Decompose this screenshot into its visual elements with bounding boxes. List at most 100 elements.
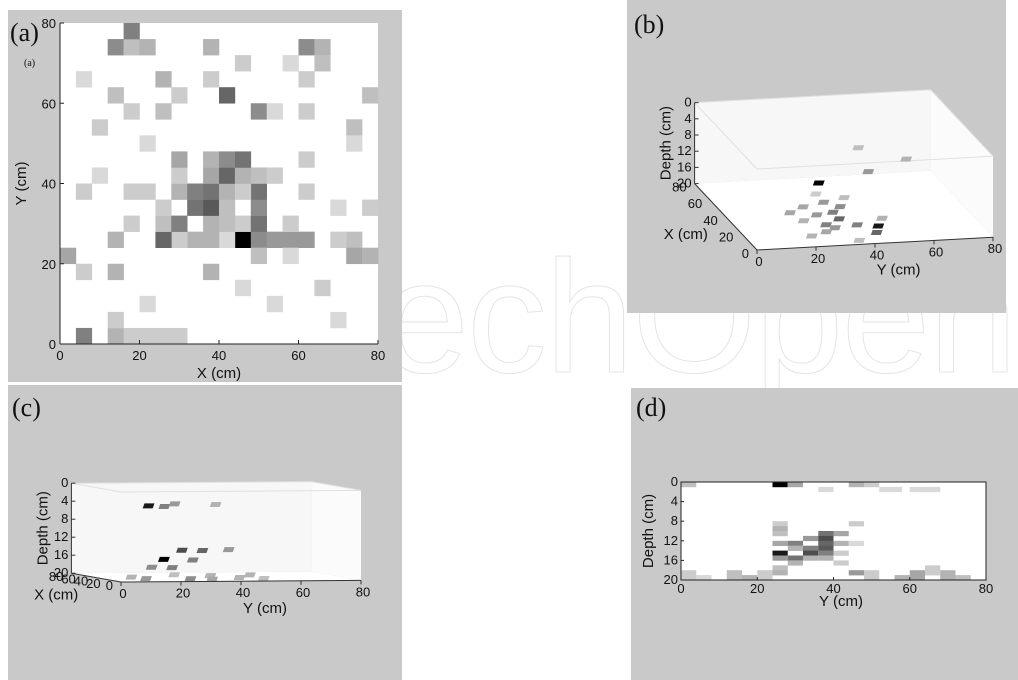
heatmap-cell-a [282,231,299,248]
heatmap-cell-d [787,540,803,546]
heatmap-cell-a [107,311,124,329]
heatmap-cell-a [107,327,124,345]
voxel-b [805,233,818,239]
y-axis-label-a: Y (cm) [13,162,30,206]
heatmap-cell-d [818,535,834,542]
heatmap-cell-a [282,55,299,72]
x-tick-label-b: 0 [742,246,749,261]
heatmap-cell-a [123,183,140,200]
heatmap-cell-a [171,215,188,232]
voxel-c [157,556,170,562]
heatmap-cell-a [203,151,220,168]
heatmap-cell-d [818,550,834,556]
heatmap-cell-d [757,570,773,581]
heatmap-cell-d [894,575,910,581]
panel-a-small-label: (a) [24,58,36,69]
voxel-c [158,503,171,509]
y-tick-label-c: 20 [176,586,190,601]
y-tick-label-a: 40 [42,177,56,192]
y-tick-label-a: 0 [49,337,56,352]
heatmap-cell-a [219,167,236,184]
heatmap-cell-d [803,545,819,551]
voxel-b [809,191,822,197]
heatmap-cell-d [742,575,758,581]
heatmap-cell-a [187,199,204,216]
heatmap-cell-a [60,247,77,265]
heatmap-cell-a [91,167,108,184]
heatmap-cell-d [787,555,803,561]
heatmap-cell-d [787,482,803,488]
heatmap-cell-a [330,199,347,216]
heatmap-cell-a [187,183,204,200]
heatmap-cell-a [139,327,156,345]
heatmap-cell-a [219,215,236,232]
heatmap-cell-d [848,482,864,488]
voxel-b [900,156,913,162]
z-tick-label-b: 0 [684,95,691,110]
x-tick-label-a: 0 [56,348,63,363]
heatmap-cell-a [282,215,299,232]
heatmap-cell-a [155,231,172,248]
heatmap-cell-a [314,279,331,297]
heatmap-cell-a [139,39,156,56]
x-tick-label-a: 60 [291,348,305,363]
x-tick-label-d: 40 [826,581,840,596]
voxel-b [797,218,810,224]
y-tick-label-c: 80 [356,584,370,599]
heatmap-cell-a [346,119,363,136]
y-tick-label-b: 60 [929,244,943,259]
x-tick-label-a: 20 [132,348,146,363]
heatmap-cell-a [155,71,172,88]
y-tick-label-b: 80 [988,241,1002,256]
heatmap-cell-a [187,231,204,248]
voxel-b [872,223,885,229]
x-axis-label-a: X (cm) [197,365,241,382]
panel-d-label: (d) [636,393,667,422]
heatmap-cell-a [250,231,267,248]
x-tick-label-a: 80 [371,348,385,363]
voxel-b [826,209,839,215]
y-tick-label-b: 0 [755,254,762,269]
heatmap-cell-d [803,550,819,556]
z-axis-label-c: Depth (cm) [34,491,51,565]
heatmap-cell-a [250,183,267,200]
y-tick-label-d: 8 [671,513,678,528]
x-tick-label-b: 60 [688,196,702,211]
z-tick-label-b: 20 [677,176,691,191]
y-tick-label-a: 60 [42,96,56,111]
panel-a-label: (a) [10,18,39,47]
heatmap-cell-d [772,521,788,527]
voxel-b [810,212,823,218]
heatmap-cell-a [139,135,156,152]
heatmap-cell-d [925,565,941,576]
voxel-b [852,145,865,151]
voxel-c [243,572,256,578]
heatmap-cell-a [139,183,156,200]
x-tick-label-c: 40 [74,574,88,589]
box-top-c [71,481,362,493]
voxel-c [186,557,199,563]
heatmap-cell-d [848,570,864,576]
heatmap-cell-a [266,167,283,184]
box-floor-b [694,170,993,250]
heatmap-cell-d [818,531,834,537]
heatmap-cell-a [282,247,299,265]
z-tick-label-b: 16 [677,159,691,174]
heatmap-cell-a [250,167,267,184]
panel-b-label: (b) [634,10,665,39]
z-tick-label-c: 12 [54,529,68,544]
heatmap-cell-d [833,550,849,556]
voxel-b [853,237,866,243]
heatmap-cell-a [219,151,236,168]
heatmap-cell-d [879,486,903,493]
heatmap-cell-d [818,555,834,561]
heatmap-cell-d [925,486,941,493]
z-axis-label-b: Depth (cm) [658,106,675,180]
heatmap-cell-a [155,327,172,345]
y-axis-label-d: Depth (cm) [640,494,657,568]
voxel-b [838,195,850,201]
heatmap-cell-a [362,199,379,216]
voxel-c [145,564,158,570]
heatmap-cell-d [772,550,788,556]
